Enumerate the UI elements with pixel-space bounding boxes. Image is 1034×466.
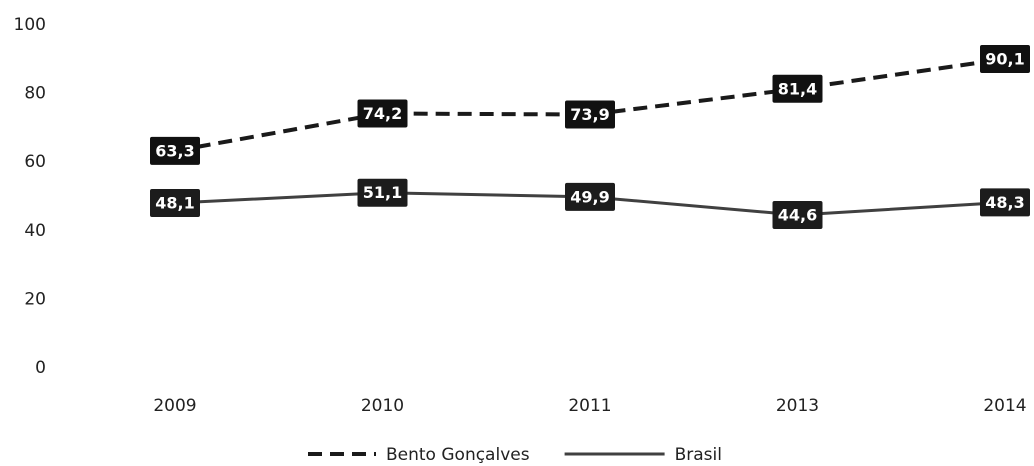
data-label: 44,6 bbox=[778, 206, 817, 225]
data-label-box: 49,9 bbox=[565, 182, 615, 211]
data-label-box: 63,3 bbox=[150, 136, 200, 165]
data-label: 90,1 bbox=[985, 49, 1024, 68]
data-label-bg bbox=[565, 100, 615, 129]
x-tick-label: 2010 bbox=[361, 396, 404, 416]
data-label: 81,4 bbox=[778, 79, 817, 98]
y-tick-label: 20 bbox=[24, 289, 46, 309]
y-tick-label: 40 bbox=[24, 221, 46, 241]
data-label-box: 48,3 bbox=[980, 188, 1030, 217]
data-label-box: 81,4 bbox=[772, 74, 823, 103]
data-label-bg bbox=[150, 136, 200, 165]
data-label-box: 51,1 bbox=[357, 178, 408, 207]
data-label-box: 90,1 bbox=[980, 44, 1030, 73]
data-label-bg bbox=[565, 182, 615, 211]
x-tick-label: 2013 bbox=[776, 396, 819, 416]
data-label: 73,9 bbox=[570, 105, 609, 124]
legend-label: Brasil bbox=[675, 445, 722, 465]
y-tick-label: 80 bbox=[24, 84, 46, 104]
legend-label: Bento Gonçalves bbox=[386, 445, 530, 465]
data-label: 48,3 bbox=[985, 193, 1024, 212]
y-tick-label: 0 bbox=[35, 358, 46, 378]
y-tick-label: 60 bbox=[24, 152, 46, 172]
data-label-bg bbox=[150, 189, 200, 218]
data-label-bg bbox=[772, 201, 823, 230]
data-label-bg bbox=[357, 99, 408, 128]
data-label: 51,1 bbox=[363, 183, 402, 202]
data-label-box: 73,9 bbox=[565, 100, 615, 129]
data-label-bg bbox=[357, 178, 408, 207]
x-tick-label: 2014 bbox=[983, 396, 1026, 416]
data-label-box: 74,2 bbox=[357, 99, 408, 128]
data-label: 48,1 bbox=[155, 194, 194, 213]
data-label-bg bbox=[980, 188, 1030, 217]
y-tick-label: 100 bbox=[14, 15, 46, 35]
data-label-bg bbox=[980, 44, 1030, 73]
data-label-box: 48,1 bbox=[150, 189, 200, 218]
x-tick-label: 2011 bbox=[568, 396, 611, 416]
data-label-bg bbox=[772, 74, 823, 103]
data-label: 63,3 bbox=[155, 141, 194, 160]
x-tick-label: 2009 bbox=[153, 396, 196, 416]
data-label-box: 44,6 bbox=[772, 201, 823, 230]
data-label: 49,9 bbox=[570, 187, 609, 206]
data-label: 74,2 bbox=[363, 104, 402, 123]
